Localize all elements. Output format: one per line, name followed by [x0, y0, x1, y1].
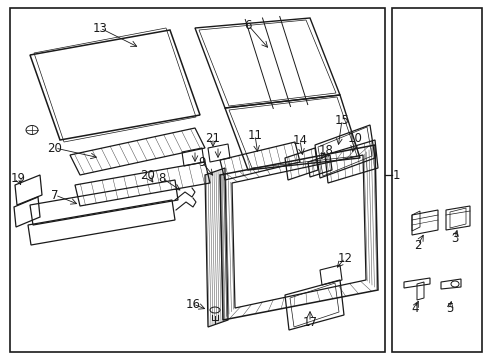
Text: 17: 17	[302, 315, 318, 328]
Text: 18: 18	[318, 144, 333, 157]
Text: 20: 20	[141, 168, 155, 181]
Text: 2: 2	[414, 239, 422, 252]
Text: 1: 1	[393, 168, 400, 181]
Text: 4: 4	[411, 302, 419, 315]
Text: 3: 3	[451, 231, 459, 244]
Text: 21: 21	[205, 131, 221, 144]
Text: 14: 14	[293, 134, 308, 147]
Text: 10: 10	[347, 131, 363, 144]
Text: 15: 15	[335, 113, 349, 126]
Text: 9: 9	[198, 156, 206, 168]
Text: 13: 13	[93, 22, 107, 35]
Text: 11: 11	[247, 129, 263, 141]
Text: 20: 20	[48, 141, 62, 154]
Text: 12: 12	[338, 252, 352, 265]
Text: 5: 5	[446, 302, 454, 315]
Text: 6: 6	[244, 18, 252, 32]
Bar	[10, 8, 385, 352]
Text: 16: 16	[186, 297, 200, 310]
Text: 19: 19	[10, 171, 25, 185]
Text: 8: 8	[158, 171, 166, 185]
Text: 7: 7	[51, 189, 59, 202]
Bar	[392, 8, 482, 352]
